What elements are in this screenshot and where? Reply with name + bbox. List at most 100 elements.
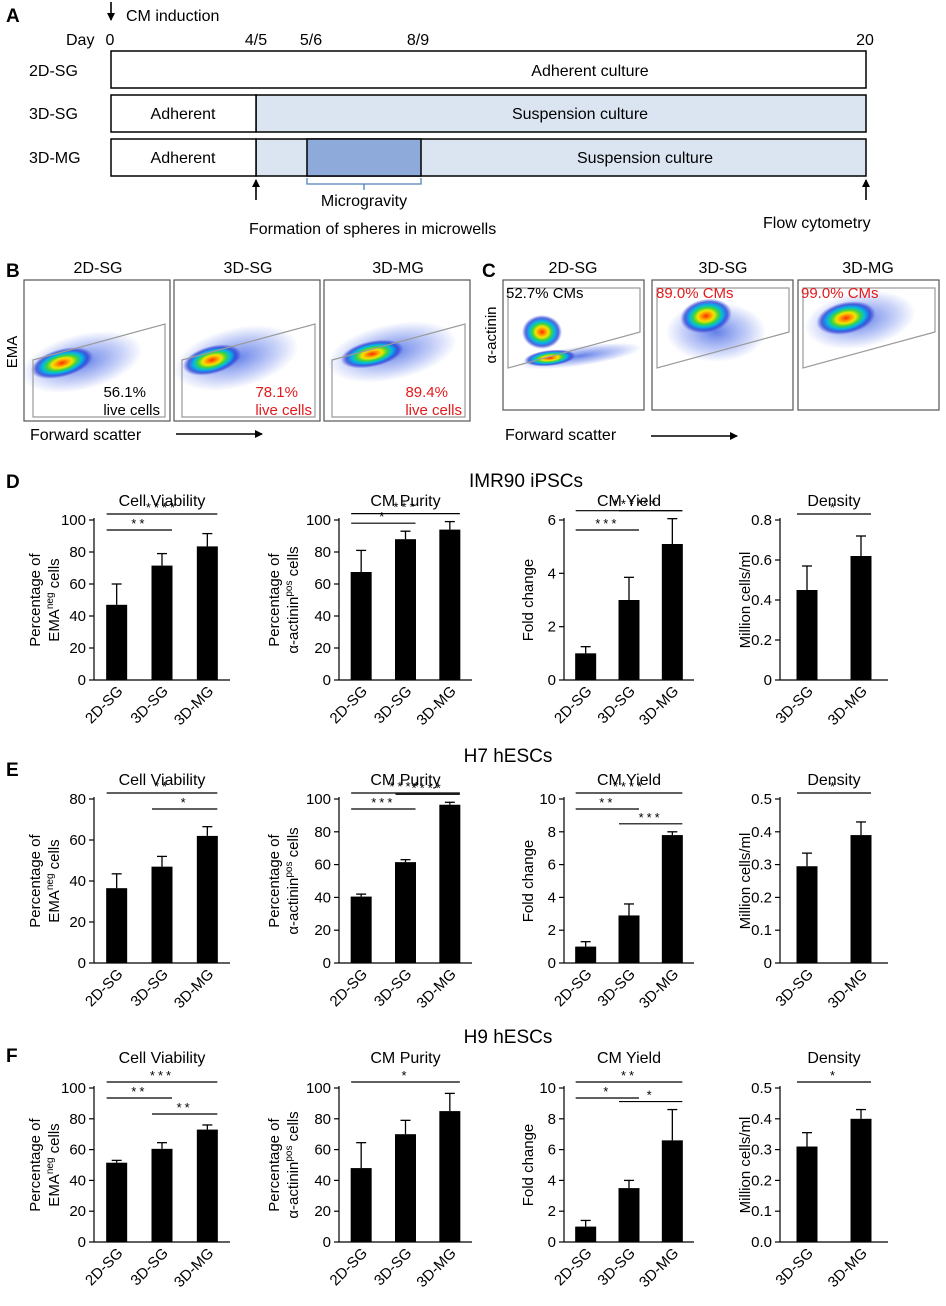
cm-percent-label: 52.7% CMs bbox=[506, 285, 584, 302]
bar bbox=[350, 572, 372, 680]
panel-b-ylabel: EMA bbox=[4, 336, 21, 369]
density-peak-upper bbox=[522, 315, 562, 349]
significance-stars: *** bbox=[595, 516, 619, 531]
significance-stars: * bbox=[181, 795, 189, 810]
significance-stars: *** bbox=[150, 1068, 174, 1083]
y-axis-label: Million cells/ml bbox=[737, 833, 754, 930]
chart-title: CM Purity bbox=[370, 1050, 440, 1067]
x-tick-label: 3D-MG bbox=[171, 683, 217, 729]
y-tick-label: 6 bbox=[548, 512, 556, 529]
bar-chart-d-density: Density Million cells/ml 0 0.2 0.4 0.6 0.8 3D-S… bbox=[737, 493, 888, 729]
y-tick-label: 100 bbox=[61, 1080, 86, 1097]
gate-outline bbox=[331, 323, 466, 418]
significance-stars: * bbox=[830, 1068, 838, 1083]
y-tick-label: 0.4 bbox=[751, 1111, 772, 1128]
significance-stars: ** bbox=[599, 795, 615, 810]
y-tick-label: 40 bbox=[69, 608, 86, 625]
bar-chart-f-density: Density Million cells/ml 0.0 0.1 0.2 0.3 0.4 0.… bbox=[737, 1050, 888, 1291]
x-tick-label: 3D-MG bbox=[413, 966, 459, 1012]
live-cells-label: live cells bbox=[255, 402, 312, 419]
x-tick-label: 3D-SG bbox=[772, 966, 816, 1010]
y-tick-label: 10 bbox=[539, 791, 556, 808]
bar bbox=[661, 835, 683, 963]
y-tick-label: 100 bbox=[306, 1080, 331, 1097]
flow-plot-title: 2D-SG bbox=[74, 260, 123, 277]
row-label-3d-sg: 3D-SG bbox=[29, 106, 78, 123]
significance-stars: ** bbox=[131, 1084, 147, 1099]
density-peak bbox=[182, 344, 242, 376]
cm-percent-label: 99.0% CMs bbox=[801, 285, 879, 302]
y-tick-label: 0 bbox=[78, 672, 86, 689]
x-tick-label: 3D-MG bbox=[636, 966, 682, 1012]
bar-chart-f-cm-purity: CM Purity Percentage of α-actininpos cells… bbox=[266, 1050, 472, 1291]
flow-plot-title: 3D-MG bbox=[372, 260, 424, 277]
y-tick-label: 6 bbox=[548, 1142, 556, 1159]
x-tick-label: 2D-SG bbox=[82, 683, 126, 727]
y-tick-label: 20 bbox=[69, 914, 86, 931]
panel-d-e-f-letters: D E F IMR90 iPSCs H7 hESCs H9 hESCs bbox=[6, 471, 583, 1067]
significance-stars: *** bbox=[393, 500, 417, 515]
y-tick-label: 0.8 bbox=[751, 512, 772, 529]
y-tick-label: 0.3 bbox=[751, 857, 772, 874]
y-tick-label: 0 bbox=[323, 672, 331, 689]
bar bbox=[850, 556, 872, 680]
bar bbox=[395, 862, 416, 963]
y-tick-label: 40 bbox=[314, 608, 331, 625]
y-tick-label: 2 bbox=[548, 1203, 556, 1220]
live-cells-label: live cells bbox=[405, 402, 462, 419]
significance-stars: * bbox=[830, 779, 838, 794]
panel-e-letter: E bbox=[6, 760, 19, 781]
panel-c-xlabel: Forward scatter bbox=[505, 427, 617, 444]
flow-plot-title: 3D-MG bbox=[842, 260, 894, 277]
panel-a-timeline: A CM induction Day 0 4/5 5/6 8/9 20 2D-S… bbox=[6, 2, 874, 238]
y-axis-label-line1: Percentage of bbox=[27, 833, 44, 927]
x-tick-label: 2D-SG bbox=[82, 966, 126, 1010]
significance-stars: *** bbox=[639, 810, 663, 825]
x-tick-label: 3D-MG bbox=[413, 1245, 459, 1291]
y-tick-label: 100 bbox=[61, 512, 86, 529]
bar-chart-e-cm-yield: CM Yield Fold change 0 2 4 6 8 10 2D-SG3D-SG3D-M… bbox=[520, 772, 694, 1012]
y-tick-label: 2 bbox=[548, 922, 556, 939]
live-cells-label: live cells bbox=[103, 402, 160, 419]
cm-percent-label: 89.0% CMs bbox=[656, 285, 734, 302]
day-tick-8-9: 8/9 bbox=[407, 32, 429, 49]
bar bbox=[196, 1129, 218, 1242]
flow-plot-title: 2D-SG bbox=[549, 260, 598, 277]
bar-chart-f-cell-viability: Cell Viability Percentage of EMAneg cells 0… bbox=[27, 1050, 230, 1291]
y-tick-label: 60 bbox=[69, 1142, 86, 1159]
panel-a-letter: A bbox=[6, 6, 20, 27]
significance-stars: * bbox=[379, 509, 387, 524]
significance-stars: *** bbox=[371, 795, 395, 810]
gate-outline bbox=[802, 287, 936, 369]
y-tick-label: 20 bbox=[69, 1203, 86, 1220]
y-tick-label: 0 bbox=[323, 1234, 331, 1251]
chart-title: Cell Viability bbox=[119, 772, 206, 789]
x-tick-label: 3D-MG bbox=[636, 1245, 682, 1291]
microgravity-label: Microgravity bbox=[321, 193, 407, 210]
y-axis-label: Million cells/ml bbox=[737, 1117, 754, 1214]
y-tick-label: 40 bbox=[314, 889, 331, 906]
x-tick-label: 3D-SG bbox=[371, 966, 415, 1010]
bar bbox=[106, 888, 128, 963]
bar bbox=[796, 866, 818, 963]
y-tick-label: 80 bbox=[314, 824, 331, 841]
gate-outline bbox=[32, 323, 166, 418]
density-peak bbox=[680, 298, 732, 334]
bar bbox=[618, 1188, 640, 1242]
row-label-3d-mg: 3D-MG bbox=[29, 150, 81, 167]
row-label-2d-sg: 2D-SG bbox=[29, 63, 78, 80]
significance-stars: * bbox=[401, 1068, 409, 1083]
significance-stars: **** bbox=[613, 779, 645, 794]
x-tick-label: 3D-MG bbox=[413, 683, 459, 729]
chart-title: Cell Viability bbox=[119, 493, 206, 510]
panel-d-letter: D bbox=[6, 472, 20, 493]
x-tick-label: 2D-SG bbox=[327, 1245, 371, 1289]
y-tick-label: 40 bbox=[69, 873, 86, 890]
y-tick-label: 60 bbox=[314, 576, 331, 593]
y-tick-label: 20 bbox=[69, 640, 86, 657]
bar-chart-d-cell-viability: Cell Viability Percentage of EMAneg cells 0… bbox=[27, 493, 230, 729]
density-peak bbox=[816, 301, 876, 335]
y-tick-label: 0.6 bbox=[751, 552, 772, 569]
y-tick-label: 0.4 bbox=[751, 824, 772, 841]
